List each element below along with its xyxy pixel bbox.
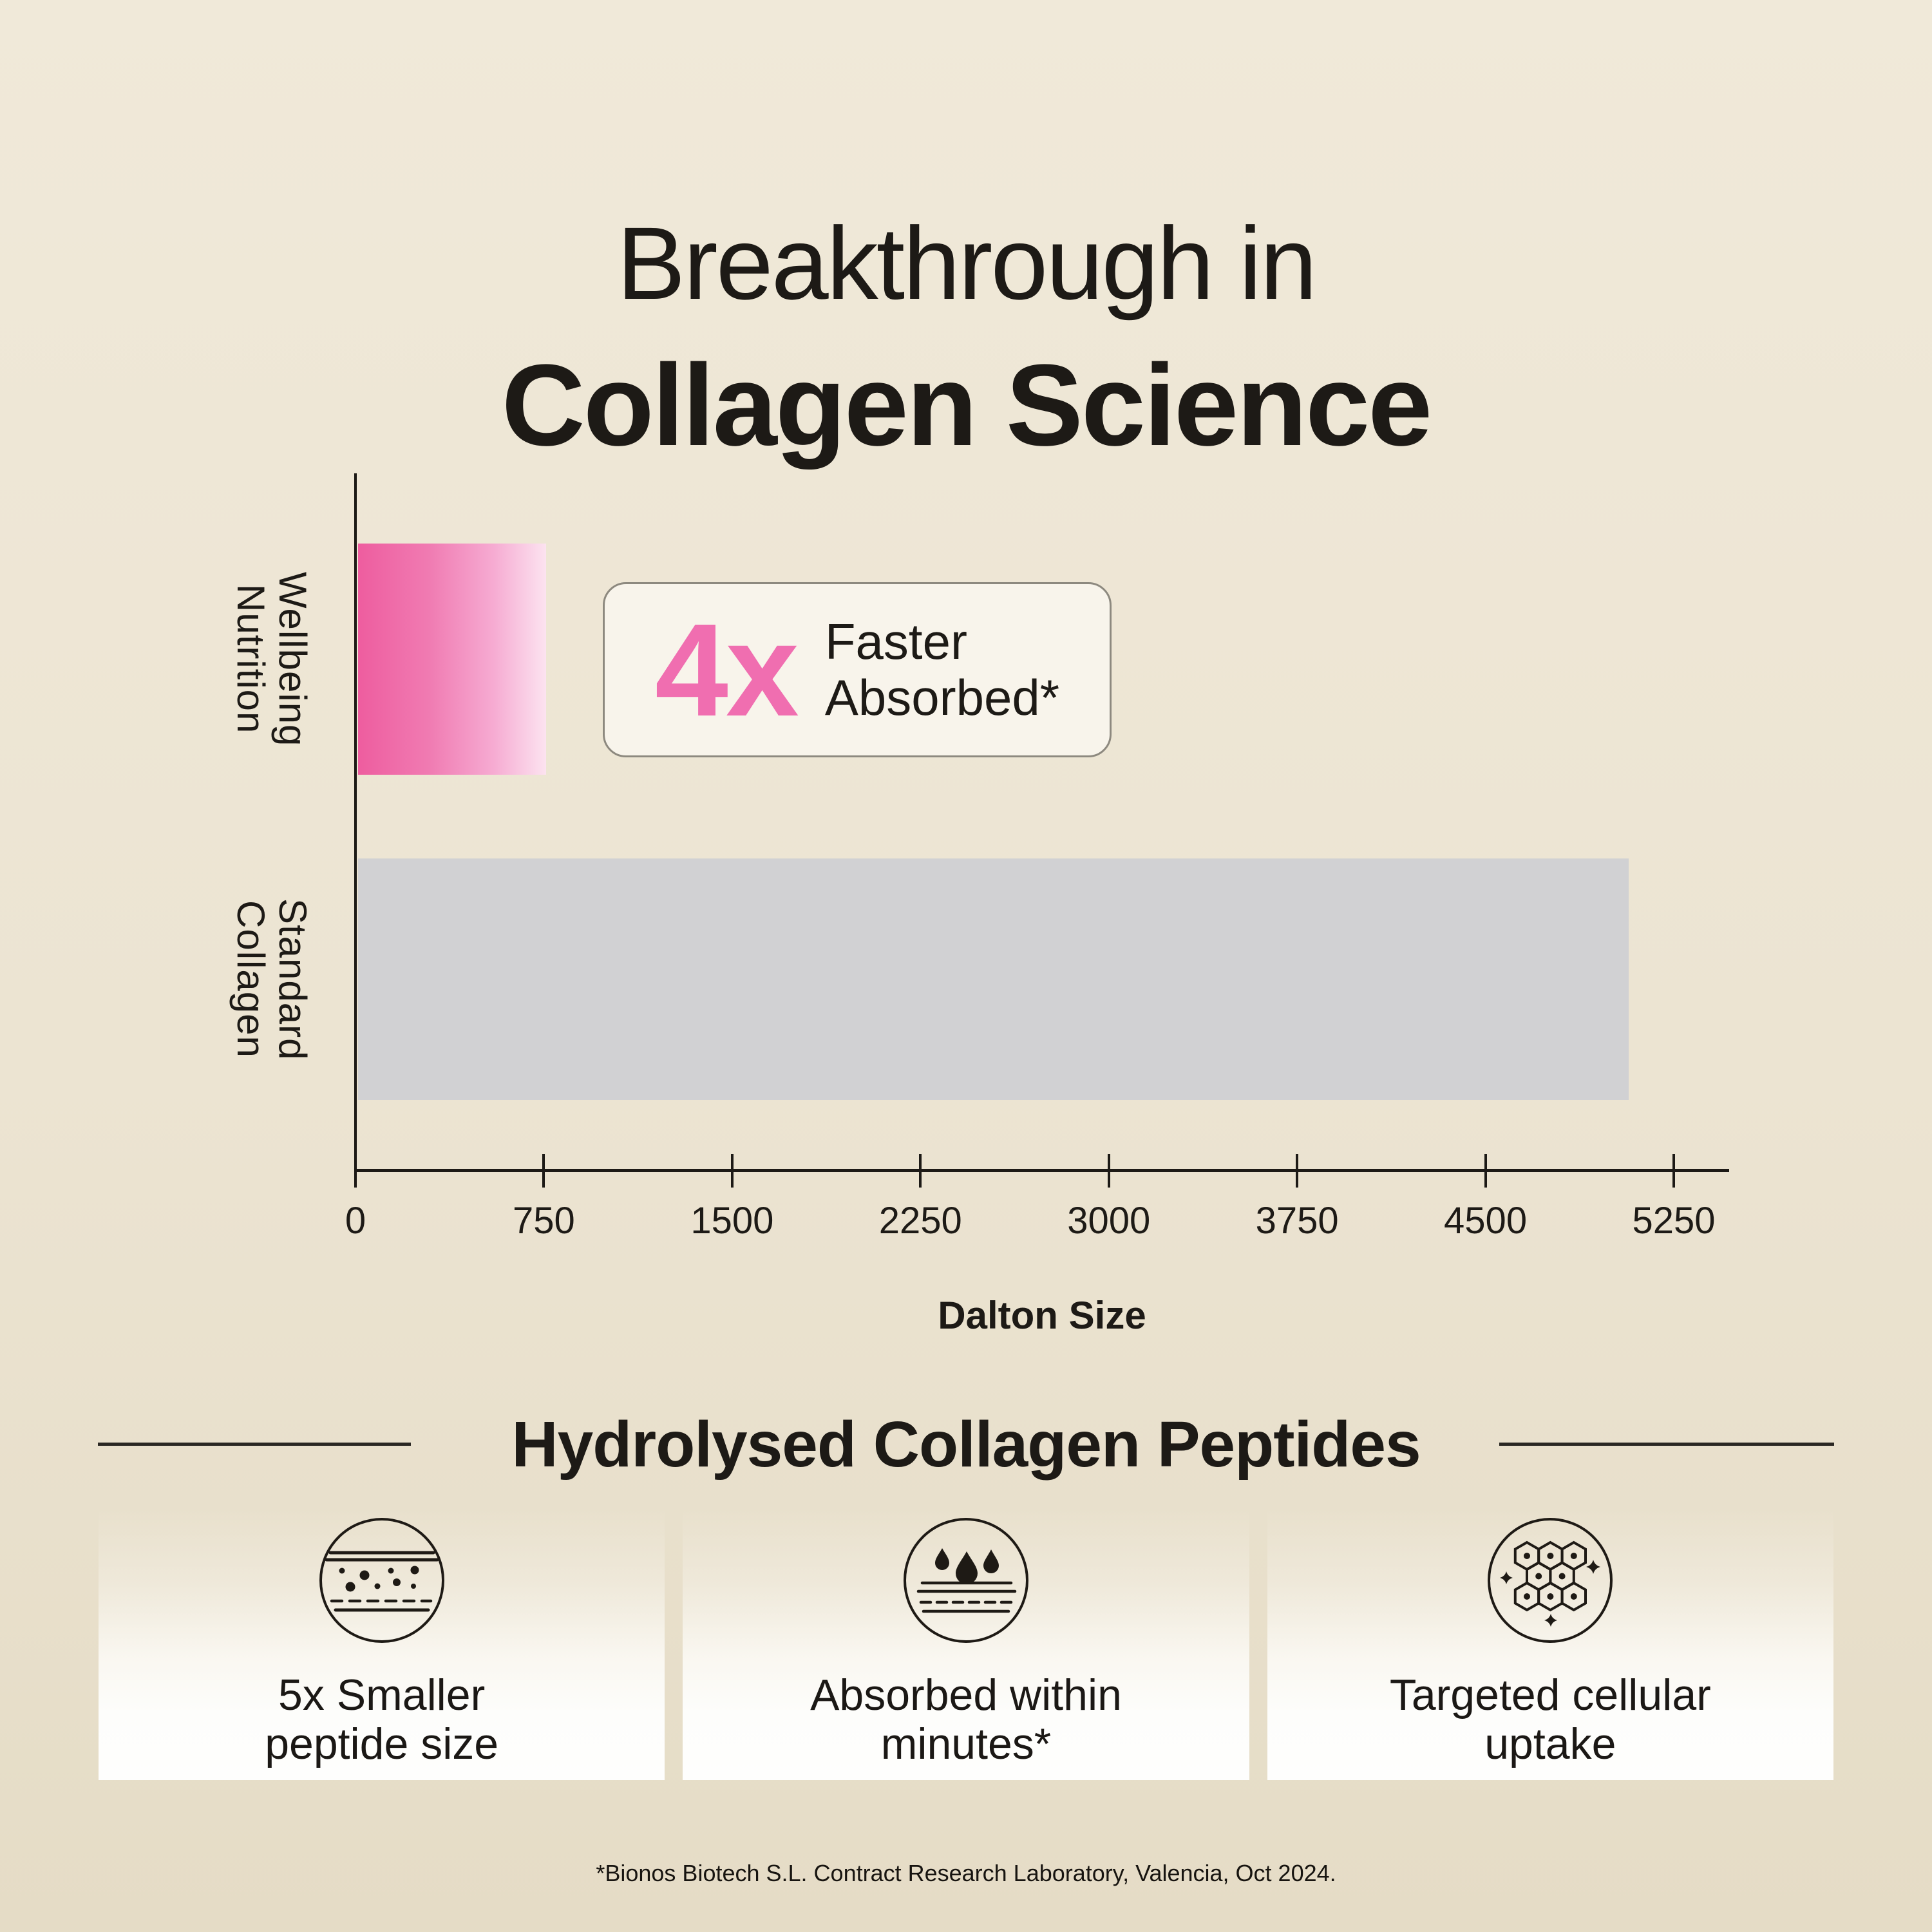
x-axis-tick-label: 1500 bbox=[690, 1200, 774, 1242]
x-axis-tick-label: 3750 bbox=[1255, 1200, 1339, 1242]
feature-label: 5x Smaller peptide size bbox=[265, 1671, 499, 1769]
x-axis-tick bbox=[1484, 1154, 1487, 1188]
page-title: Breakthrough in Collagen Science bbox=[0, 196, 1932, 481]
x-axis-tick bbox=[354, 1154, 357, 1188]
x-axis-tick-label: 2250 bbox=[878, 1200, 962, 1242]
x-axis-tick bbox=[730, 1154, 734, 1188]
bar-standard-collagen bbox=[358, 858, 1629, 1100]
heading-rule-left bbox=[98, 1443, 411, 1446]
bar-wellbeing-nutrition bbox=[358, 544, 546, 775]
hexagon-cells-icon bbox=[1488, 1518, 1613, 1643]
x-axis-tick bbox=[1672, 1154, 1675, 1188]
x-axis-title: Dalton Size bbox=[938, 1294, 1146, 1337]
x-axis-tick bbox=[542, 1154, 545, 1188]
dalton-size-bar-chart: Wellbeing Nutrition Standard Collagen 4x… bbox=[229, 473, 1729, 1337]
heading-rule-right bbox=[1499, 1443, 1834, 1446]
skin-layer-particles-icon bbox=[319, 1518, 444, 1643]
page-title-line1: Breakthrough in bbox=[616, 205, 1318, 321]
x-axis-tick bbox=[1296, 1154, 1299, 1188]
page-title-line2: Collagen Science bbox=[501, 341, 1433, 470]
x-axis-tick-label: 4500 bbox=[1444, 1200, 1528, 1242]
x-axis-line bbox=[354, 1169, 1729, 1172]
absorption-badge: 4x Faster Absorbed* bbox=[603, 582, 1112, 757]
feature-label: Absorbed within minutes* bbox=[810, 1671, 1122, 1769]
x-axis-tick-label: 0 bbox=[345, 1200, 366, 1242]
x-axis-tick bbox=[919, 1154, 922, 1188]
badge-multiplier: 4x bbox=[654, 596, 799, 744]
feature-label: Targeted cellular uptake bbox=[1389, 1671, 1711, 1769]
footnote: *Bionos Biotech S.L. Contract Research L… bbox=[596, 1860, 1336, 1886]
y-axis-label-wellbeing-nutrition: Wellbeing Nutrition bbox=[229, 571, 314, 747]
feature-card-smaller-peptide: 5x Smaller peptide size bbox=[99, 1507, 665, 1780]
feature-card-absorbed-minutes: Absorbed within minutes* bbox=[683, 1507, 1249, 1780]
droplets-absorption-icon bbox=[903, 1518, 1028, 1643]
feature-card-cellular-uptake: Targeted cellular uptake bbox=[1267, 1507, 1833, 1780]
section-heading: Hydrolysed Collagen Peptides bbox=[511, 1408, 1421, 1481]
x-axis-tick-label: 5250 bbox=[1632, 1200, 1716, 1242]
x-axis-tick-label: 750 bbox=[513, 1200, 575, 1242]
feature-cards: 5x Smaller peptide size bbox=[99, 1507, 1833, 1780]
y-axis-line bbox=[354, 473, 357, 1172]
badge-text: Faster Absorbed* bbox=[824, 612, 1060, 726]
x-axis-tick bbox=[1107, 1154, 1110, 1188]
x-axis-tick-label: 3000 bbox=[1067, 1200, 1151, 1242]
y-axis-label-standard-collagen: Standard Collagen bbox=[229, 898, 314, 1061]
